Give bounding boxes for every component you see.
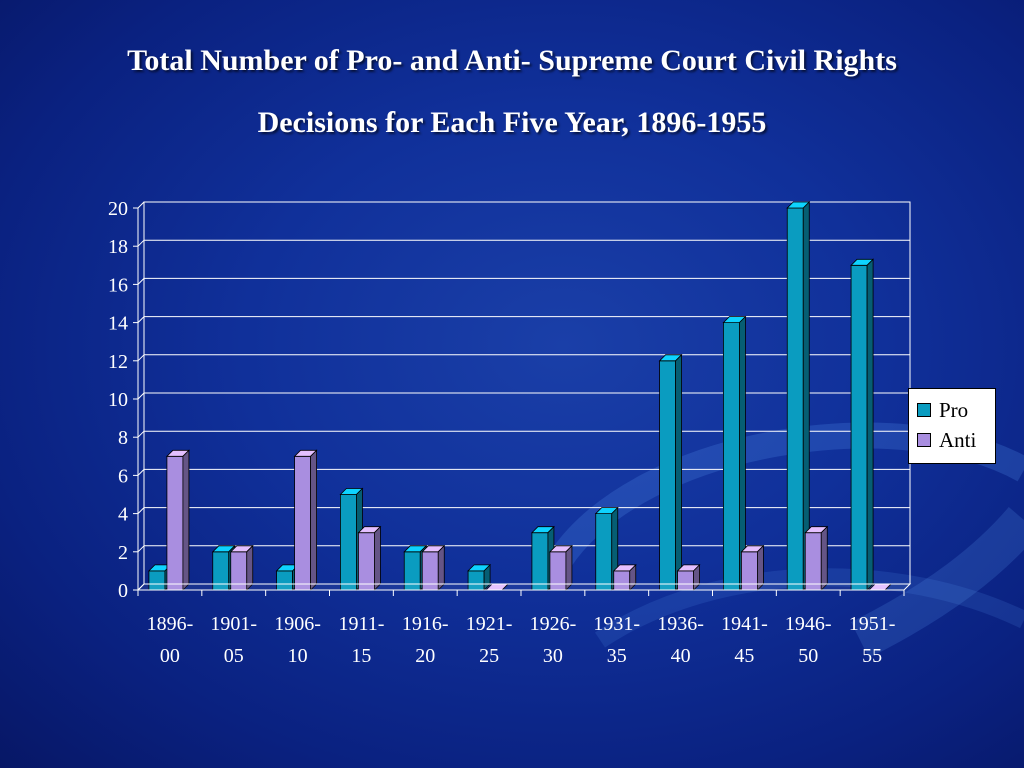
y-tick-label: 12 bbox=[108, 351, 128, 373]
bar-side bbox=[820, 525, 828, 591]
gridline-side bbox=[137, 316, 145, 323]
x-tick-label: 40 bbox=[671, 645, 691, 667]
y-tick-label: 0 bbox=[118, 580, 128, 602]
bar-anti bbox=[421, 544, 446, 591]
legend-item-anti: Anti bbox=[917, 427, 977, 452]
bar-side bbox=[310, 449, 317, 591]
bar-front bbox=[850, 264, 868, 591]
x-tick-label: 1896- bbox=[147, 613, 194, 635]
x-tick-label: 15 bbox=[351, 645, 371, 667]
x-tick-label: 05 bbox=[224, 645, 244, 667]
bar-anti bbox=[804, 525, 829, 591]
y-tick-label: 20 bbox=[108, 198, 128, 220]
slide-title-line-2: Decisions for Each Five Year, 1896-1955 bbox=[257, 106, 767, 139]
bar-front bbox=[595, 513, 613, 591]
x-tick-label: 1921- bbox=[466, 613, 513, 635]
bar-front bbox=[294, 455, 311, 591]
x-tick-label: 1906- bbox=[274, 613, 321, 635]
x-tick-label: 1941- bbox=[721, 613, 768, 635]
x-tick-label: 20 bbox=[415, 645, 435, 667]
gridline-side bbox=[137, 278, 145, 285]
gridline-side bbox=[137, 469, 145, 476]
x-axis: 1896- 00 1901- 05 1906- 10 1911- 15 1916- 20 1921-… bbox=[136, 583, 912, 667]
x-tick-label: 35 bbox=[607, 645, 627, 667]
gridline-side bbox=[137, 354, 145, 362]
bar-pro bbox=[339, 487, 364, 591]
bar-front bbox=[659, 360, 676, 591]
bar-side bbox=[437, 544, 445, 591]
y-tick-label: 16 bbox=[108, 274, 128, 296]
gridline-side bbox=[137, 392, 145, 400]
x-tick-label: 1951- bbox=[849, 613, 896, 635]
x-tick-label: 55 bbox=[862, 645, 882, 667]
legend-swatch-anti bbox=[917, 433, 931, 447]
legend-label-anti: Anti bbox=[939, 427, 977, 452]
bar-anti bbox=[165, 449, 190, 591]
legend-item-pro: Pro bbox=[917, 397, 969, 422]
y-tick-label: 14 bbox=[108, 313, 128, 335]
x-tick-label: 1901- bbox=[210, 613, 257, 635]
x-tick-label: 30 bbox=[543, 645, 563, 667]
slide-title: Total Number of Pro- and Anti- Supreme C… bbox=[0, 30, 1024, 154]
x-tick-label: 00 bbox=[160, 645, 180, 667]
bar-side bbox=[374, 525, 381, 591]
chart-floor bbox=[136, 583, 912, 591]
bar-anti bbox=[357, 525, 382, 591]
bar-front bbox=[531, 532, 549, 591]
bar-side bbox=[565, 544, 573, 591]
bar-front bbox=[804, 532, 822, 591]
bar-pro bbox=[722, 315, 747, 591]
legend-label-pro: Pro bbox=[939, 397, 969, 422]
bar-side bbox=[866, 258, 874, 591]
gridline-side bbox=[137, 239, 145, 247]
x-tick-label: 1946- bbox=[785, 613, 832, 635]
bar-front bbox=[340, 494, 357, 591]
x-tick-label: 25 bbox=[479, 645, 499, 667]
bar-side bbox=[675, 353, 682, 591]
bar-anti bbox=[293, 449, 318, 591]
gridline-side bbox=[137, 201, 145, 209]
bar-pro bbox=[658, 353, 683, 591]
x-tick-label: 1926- bbox=[530, 613, 577, 635]
y-tick-label: 2 bbox=[118, 542, 128, 564]
chart-bars bbox=[147, 201, 893, 591]
bar-pro bbox=[786, 201, 811, 591]
x-tick-label: 1931- bbox=[593, 613, 640, 635]
slide-title-line-1: Total Number of Pro- and Anti- Supreme C… bbox=[127, 44, 897, 77]
x-tick-label: 10 bbox=[288, 645, 308, 667]
y-axis: 0 2 4 6 8 10 12 14 16 18 20 bbox=[108, 198, 139, 602]
y-tick-label: 6 bbox=[118, 465, 128, 487]
bar-front bbox=[166, 455, 184, 591]
x-tick-label: 45 bbox=[734, 645, 754, 667]
bar-anti bbox=[229, 544, 254, 591]
bar-side bbox=[246, 544, 254, 591]
x-tick-label: 1911- bbox=[338, 613, 384, 635]
x-tick-label: 50 bbox=[798, 645, 818, 667]
bar-front bbox=[723, 322, 740, 591]
bar-front bbox=[786, 207, 804, 591]
y-tick-label: 8 bbox=[118, 427, 128, 449]
y-tick-label: 18 bbox=[108, 236, 128, 258]
gridline-side bbox=[137, 545, 145, 553]
gridline-side bbox=[137, 430, 145, 438]
bar-pro bbox=[850, 258, 875, 591]
x-tick-label: 1916- bbox=[402, 613, 449, 635]
y-tick-label: 10 bbox=[108, 389, 128, 411]
bar-anti bbox=[740, 544, 765, 591]
chart-legend: Pro Anti bbox=[908, 388, 996, 464]
x-tick-label: 1936- bbox=[657, 613, 704, 635]
bar-side bbox=[757, 544, 764, 591]
legend-swatch-pro bbox=[917, 403, 931, 417]
gridline-side bbox=[137, 507, 145, 514]
bar-side bbox=[182, 449, 190, 591]
bar-anti bbox=[548, 544, 573, 591]
bar-front bbox=[358, 532, 375, 591]
y-tick-label: 4 bbox=[118, 504, 128, 526]
